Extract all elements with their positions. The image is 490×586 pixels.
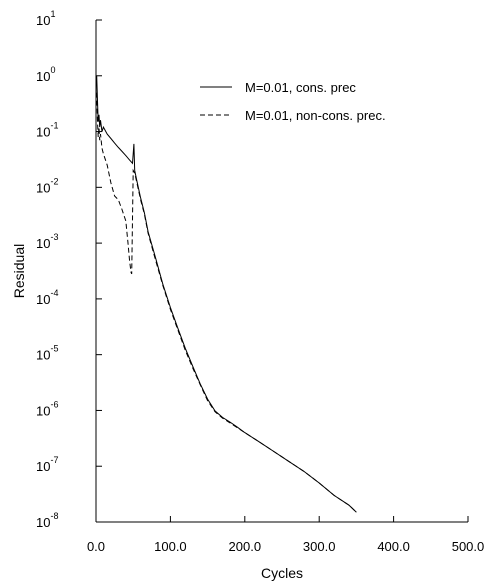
series-line-1 [96, 92, 357, 513]
series-line-0 [96, 75, 357, 513]
axes [95, 20, 468, 523]
y-tick-label: 10-8 [36, 511, 58, 530]
legend-label-cons-prec: M=0.01, cons. prec [245, 80, 356, 95]
x-tick-label: 100.0 [154, 539, 187, 554]
x-tick-label: 500.0 [452, 539, 485, 554]
x-tick-label: 200.0 [229, 539, 262, 554]
x-axis-title: Cycles [261, 565, 303, 581]
x-tick-label: 300.0 [303, 539, 336, 554]
legend: M=0.01, cons. prec M=0.01, non-cons. pre… [200, 80, 386, 123]
y-axis-title: Residual [11, 244, 27, 298]
y-tick-label: 101 [36, 9, 55, 28]
y-tick-label: 10-4 [36, 288, 58, 307]
y-tick-label: 10-2 [36, 176, 58, 195]
y-tick-label: 10-6 [36, 399, 58, 418]
x-tick-label: 0.0 [87, 539, 105, 554]
x-ticks: 0.0 100.0 200.0 300.0 400.0 500.0 [87, 516, 484, 554]
y-ticks: 101 100 10-1 10-2 10-3 10-4 10-5 10-6 10-7 10-8 [36, 9, 102, 530]
y-tick-label: 10-1 [36, 121, 58, 140]
y-tick-label: 10-3 [36, 232, 58, 251]
series-layer [96, 75, 357, 513]
y-tick-label: 10-7 [36, 455, 58, 474]
y-tick-label: 100 [36, 65, 55, 84]
x-tick-label: 400.0 [377, 539, 410, 554]
y-tick-label: 10-5 [36, 344, 58, 363]
legend-label-non-cons-prec: M=0.01, non-cons. prec. [245, 108, 386, 123]
